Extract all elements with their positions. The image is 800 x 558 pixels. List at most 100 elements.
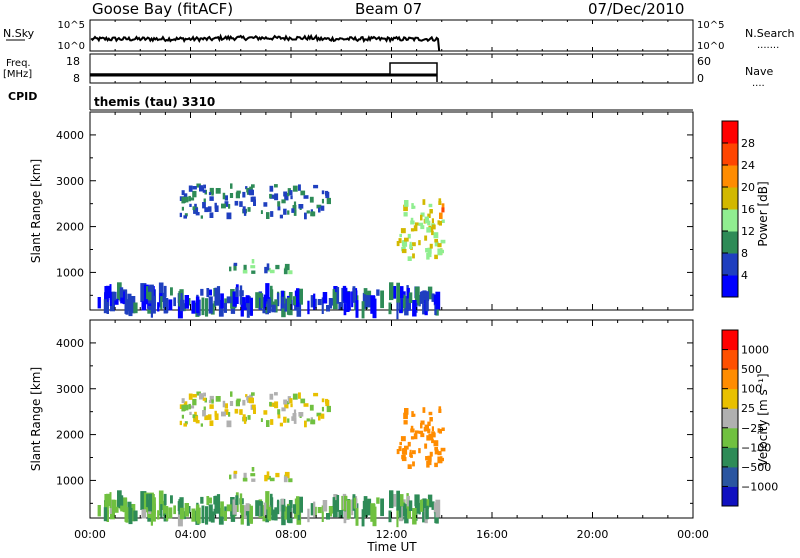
data-cell <box>181 206 184 211</box>
data-cell <box>220 501 224 517</box>
data-cell <box>168 299 173 311</box>
x-tick-labels: 00:00 04:00 08:00 12:00 16:00 20:00 00:00 <box>74 20 709 541</box>
nsearch-tick-lo: 10^0 <box>697 41 724 52</box>
data-cell <box>398 238 402 244</box>
colorbar-tick-label: 16 <box>741 203 755 216</box>
data-cell <box>209 196 214 201</box>
data-cell <box>97 297 101 309</box>
data-cell <box>270 211 274 217</box>
data-cell <box>283 268 288 275</box>
data-cell <box>229 401 234 406</box>
data-cell <box>284 506 289 520</box>
data-cell <box>182 196 186 203</box>
colorbar-tick-label: 4 <box>741 269 748 282</box>
data-cell <box>438 406 442 411</box>
data-cell <box>276 292 280 307</box>
data-cell <box>412 300 417 317</box>
data-cell <box>173 505 176 515</box>
data-cell <box>146 286 149 300</box>
data-cell <box>320 413 325 419</box>
data-cell <box>420 212 425 217</box>
data-cell <box>279 422 283 427</box>
data-cell <box>412 253 415 259</box>
data-cell <box>277 409 281 415</box>
data-cell <box>179 212 182 218</box>
data-cell <box>209 187 214 194</box>
data-cell <box>424 291 430 302</box>
data-cell <box>192 190 197 198</box>
data-cell <box>293 409 297 416</box>
data-cell <box>165 298 169 313</box>
colorbar-swatch <box>722 209 738 232</box>
data-cell <box>355 508 359 526</box>
data-cell <box>425 248 428 253</box>
data-cell <box>304 420 307 428</box>
data-cell <box>307 300 310 315</box>
data-cell <box>245 503 250 512</box>
data-cell <box>274 507 278 521</box>
data-cell <box>370 295 376 314</box>
data-cell <box>437 220 440 225</box>
data-cell <box>188 185 193 192</box>
data-cell <box>437 428 440 433</box>
colorbar-swatch <box>722 408 738 429</box>
y-tick-label: 4000 <box>56 337 84 350</box>
data-cell <box>240 505 244 525</box>
data-cell <box>420 214 423 221</box>
data-cell <box>287 210 290 215</box>
data-cell <box>283 208 287 215</box>
data-cell <box>239 409 243 415</box>
data-cell <box>283 416 287 423</box>
data-cell <box>336 287 340 304</box>
data-cell <box>431 293 435 302</box>
data-cell <box>376 289 380 296</box>
data-cell <box>208 504 213 522</box>
velocity-colorbar: 1000 500 100 25 −25 −100 −500 −1000 <box>721 329 778 507</box>
x-tick-label: 04:00 <box>175 528 207 541</box>
data-cell <box>277 206 281 211</box>
data-cell <box>277 201 281 207</box>
data-cell <box>290 195 293 200</box>
data-cell <box>103 507 108 522</box>
data-cell <box>414 286 420 306</box>
colorbar-swatch <box>722 231 738 254</box>
velocity-ylabel: Slant Range [km] <box>29 367 43 471</box>
data-cell <box>403 204 408 212</box>
data-cell <box>427 494 433 508</box>
power-ylabel: Slant Range [km] <box>29 159 43 263</box>
data-cell <box>326 305 330 312</box>
data-cell <box>235 287 239 297</box>
data-cell <box>353 497 356 509</box>
data-cell <box>286 297 292 315</box>
colorbar-tick-label: 100 <box>741 383 762 396</box>
nave-label: Nave <box>745 65 773 78</box>
data-cell <box>424 499 430 510</box>
data-cell <box>200 423 203 427</box>
data-cell <box>307 508 310 523</box>
data-cell <box>411 203 414 209</box>
data-cell <box>303 403 309 407</box>
cpid-text: themis (tau) 3310 <box>94 95 215 109</box>
data-cell <box>410 425 414 430</box>
data-cell <box>206 288 210 298</box>
data-cell <box>351 291 354 308</box>
data-cell <box>114 506 119 513</box>
data-cell <box>292 185 298 192</box>
data-cell <box>309 404 314 411</box>
data-cell <box>170 287 173 296</box>
data-cell <box>376 497 380 504</box>
data-cell <box>297 510 301 521</box>
data-cell <box>434 462 438 468</box>
data-cell <box>410 220 415 225</box>
data-cell <box>425 505 429 520</box>
data-cell <box>208 289 212 296</box>
data-cell <box>429 209 433 214</box>
data-cell <box>422 303 426 315</box>
data-cell <box>271 304 276 313</box>
data-cell <box>195 212 200 216</box>
nave-tick-hi: 60 <box>697 55 711 68</box>
data-cell <box>433 294 437 306</box>
data-cell <box>247 415 251 420</box>
data-cell <box>194 411 197 416</box>
data-cell <box>317 507 322 514</box>
